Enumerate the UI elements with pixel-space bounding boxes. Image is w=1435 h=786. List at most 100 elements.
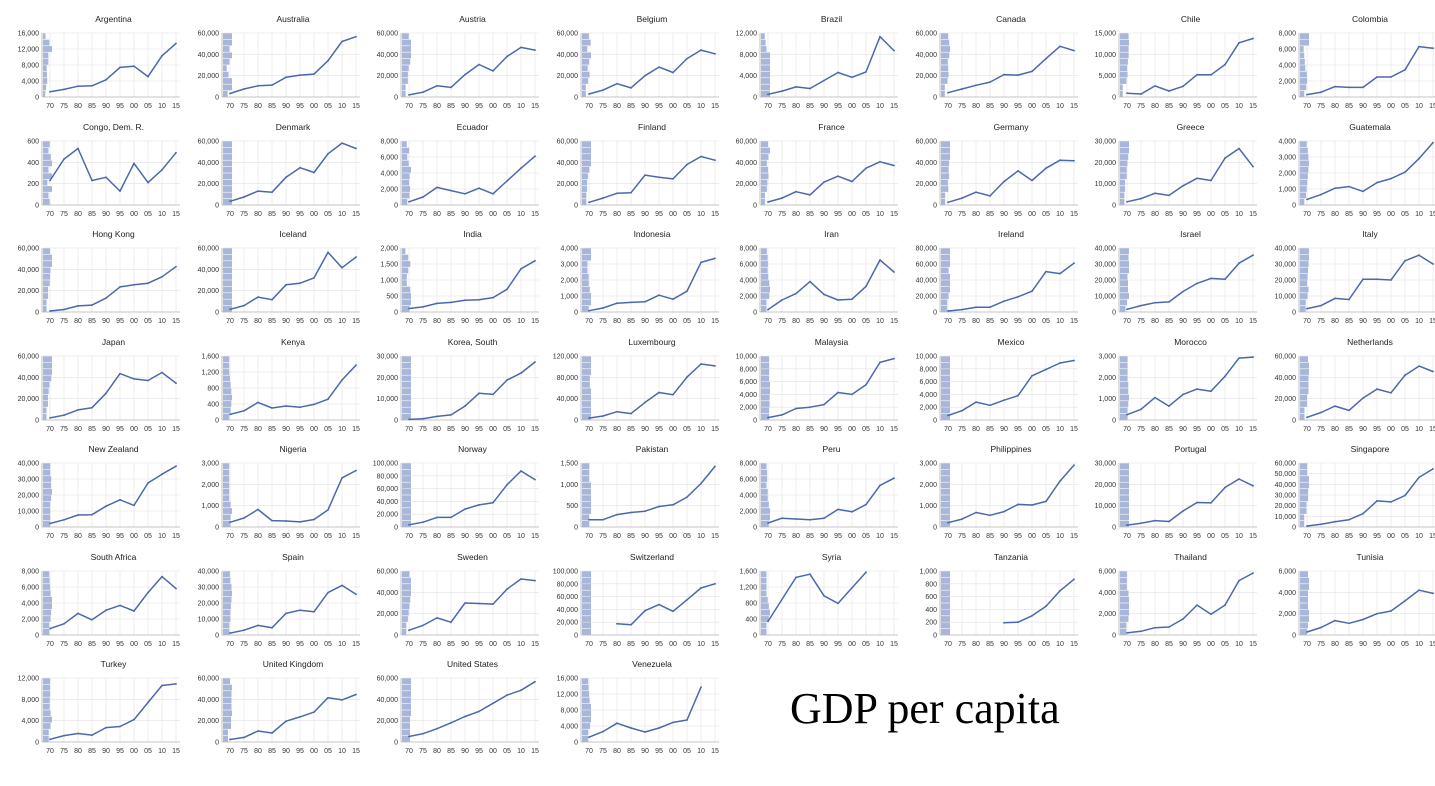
x-tick-label: 90 <box>102 641 110 648</box>
distribution-bar <box>222 179 232 185</box>
x-tick-label: 15 <box>711 211 719 218</box>
x-tick-label: 80 <box>1331 426 1339 433</box>
data-point <box>91 179 93 181</box>
distribution-bar <box>402 192 410 198</box>
x-tick-label: 00 <box>1387 103 1395 110</box>
x-tick-label: 70 <box>46 426 54 433</box>
x-tick-label: 90 <box>102 103 110 110</box>
distribution-bar <box>402 615 408 622</box>
data-point <box>436 516 438 519</box>
distribution-bar <box>1120 400 1129 407</box>
y-tick-label: 0 <box>215 95 219 102</box>
x-tick-label: 00 <box>310 533 318 540</box>
x-tick-label: 05 <box>1401 318 1409 325</box>
y-tick-label: 1,000 <box>560 294 578 301</box>
data-point <box>713 364 716 367</box>
data-point <box>865 285 867 288</box>
x-tick-label: 15 <box>172 533 180 540</box>
distribution-bar <box>1120 590 1129 596</box>
data-point <box>767 416 769 418</box>
y-tick-label: 0 <box>215 417 219 424</box>
distribution-bar <box>761 488 768 495</box>
x-tick-label: 15 <box>1070 318 1078 325</box>
data-point <box>520 470 522 472</box>
data-point <box>534 360 536 363</box>
data-point <box>1224 63 1226 66</box>
x-tick-label: 05 <box>683 211 691 218</box>
data-point <box>1058 589 1061 592</box>
x-tick-label: 70 <box>944 426 952 433</box>
data-point <box>298 520 301 523</box>
data-point <box>175 265 177 268</box>
y-tick-label: 10,000 <box>1095 294 1117 301</box>
data-point <box>1072 359 1075 361</box>
chart-title: Sweden <box>457 551 488 562</box>
y-tick-label: 30,000 <box>1095 262 1117 269</box>
x-tick-label: 80 <box>1331 318 1339 325</box>
distribution-bar <box>940 628 950 635</box>
distribution-bar <box>222 716 231 723</box>
distribution-bar <box>222 488 229 495</box>
distribution-bar <box>402 280 407 287</box>
chart-title: Mexico <box>997 336 1025 347</box>
distribution-bar <box>940 375 950 381</box>
x-tick-label: 80 <box>74 318 82 325</box>
y-tick-label: 60,000 <box>197 138 219 145</box>
x-tick-label: 10 <box>338 748 346 755</box>
data-point <box>629 727 632 729</box>
data-point <box>1252 165 1254 167</box>
x-tick-label: 75 <box>1317 641 1325 648</box>
distribution-bar <box>402 482 411 489</box>
country-chart: Argentina 0 4,000 8,000 12,000 16,000 70 75 80 85… <box>6 14 185 121</box>
distribution-bar <box>402 198 408 205</box>
data-point <box>1044 166 1047 169</box>
data-point <box>781 299 783 301</box>
data-point <box>1305 93 1308 96</box>
data-point <box>105 175 107 178</box>
distribution-bar <box>222 602 231 609</box>
data-point <box>63 413 65 416</box>
data-point <box>837 299 839 301</box>
data-point <box>601 196 604 199</box>
distribution-bar <box>1120 299 1127 306</box>
data-point <box>1154 191 1156 194</box>
x-tick-label: 80 <box>433 211 441 218</box>
x-tick-label: 10 <box>876 426 884 433</box>
y-tick-label: 40,000 <box>197 568 219 575</box>
y-tick-label: 0 <box>394 417 398 424</box>
distribution-bar <box>1299 293 1308 299</box>
x-tick-label: 80 <box>1331 641 1339 648</box>
distribution-bar <box>940 160 949 166</box>
data-point <box>893 357 895 359</box>
x-tick-label: 05 <box>1042 318 1050 325</box>
x-tick-label: 80 <box>613 641 621 648</box>
distribution-bar <box>222 198 232 205</box>
x-tick-label: 00 <box>310 426 318 433</box>
data-point <box>422 305 424 308</box>
distribution-bar <box>222 65 227 72</box>
series-line <box>767 477 895 524</box>
distribution-bar <box>222 39 232 46</box>
data-point <box>988 403 991 406</box>
y-tick-label: 4,000 <box>21 718 39 725</box>
distribution-bar <box>43 198 50 205</box>
x-tick-label: 90 <box>1359 318 1367 325</box>
y-tick-label: 500 <box>386 294 398 301</box>
data-point <box>312 403 315 405</box>
y-tick-label: 60,000 <box>18 353 40 360</box>
distribution-bar <box>761 355 770 362</box>
distribution-bar <box>581 147 591 153</box>
y-tick-label: 0 <box>215 202 219 209</box>
distribution-bar <box>940 286 950 293</box>
data-point <box>851 76 853 79</box>
distribution-bar <box>1120 192 1125 198</box>
x-tick-label: 80 <box>792 533 800 540</box>
series-line <box>1126 37 1254 95</box>
x-tick-label: 15 <box>890 211 898 218</box>
x-tick-label: 85 <box>88 748 96 755</box>
distribution-bar <box>402 583 411 590</box>
data-point <box>685 598 688 601</box>
country-chart: Pakistan 0 500 1,000 1,500 70 75 80 85 90 95 00 05 10… <box>545 444 724 551</box>
y-tick-label: 0 <box>574 417 578 424</box>
data-point <box>879 361 881 363</box>
